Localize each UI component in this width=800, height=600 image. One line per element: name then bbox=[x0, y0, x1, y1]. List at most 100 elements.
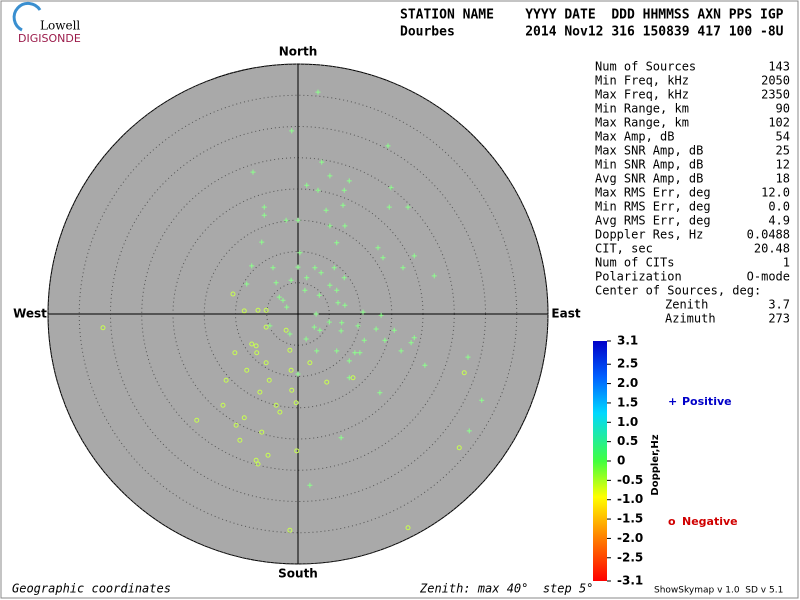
source-point bbox=[386, 204, 392, 210]
colorbar-tick-label: 2.5 bbox=[617, 357, 638, 371]
source-point bbox=[314, 348, 320, 354]
source-point bbox=[373, 326, 379, 332]
source-point bbox=[334, 287, 340, 293]
source-point bbox=[317, 327, 323, 333]
stat-value: 2350 bbox=[761, 88, 790, 102]
source-point bbox=[461, 370, 467, 376]
stat-value: 90 bbox=[776, 102, 790, 116]
source-point bbox=[297, 250, 303, 256]
source-point bbox=[261, 212, 267, 218]
east-label: East bbox=[551, 307, 580, 321]
stat-label: Max RMS Err, deg bbox=[595, 186, 711, 200]
source-point bbox=[411, 335, 417, 341]
source-point bbox=[295, 264, 301, 270]
source-point bbox=[319, 159, 325, 165]
colorbar-tick-label: -2.5 bbox=[617, 550, 643, 564]
source-point bbox=[255, 307, 261, 313]
header-values: Dourbes 2014 Nov12 316 150839 417 100 -8… bbox=[400, 25, 784, 40]
stat-value: 0.0 bbox=[768, 200, 790, 214]
source-point bbox=[352, 350, 358, 356]
stat-value: 102 bbox=[768, 116, 790, 130]
source-point bbox=[338, 328, 344, 334]
legend-label: Negative bbox=[682, 515, 738, 528]
source-point bbox=[327, 282, 333, 288]
source-point bbox=[479, 397, 485, 403]
source-point bbox=[312, 265, 318, 271]
source-point bbox=[315, 187, 321, 193]
stat-label: Azimuth bbox=[665, 312, 716, 326]
source-point bbox=[263, 307, 269, 313]
colorbar-tick-label: 2.0 bbox=[617, 376, 638, 390]
source-point bbox=[307, 360, 313, 366]
source-point bbox=[261, 204, 267, 210]
stat-value: 1 bbox=[783, 256, 790, 270]
stat-label: Max Range, km bbox=[595, 116, 689, 130]
source-point bbox=[273, 402, 279, 408]
stat-value: 3.7 bbox=[768, 298, 790, 312]
source-point bbox=[378, 312, 384, 318]
stat-value: 2050 bbox=[761, 74, 790, 88]
source-point bbox=[263, 360, 269, 366]
source-point bbox=[223, 377, 229, 383]
colorbar-tick-label: 1.0 bbox=[617, 415, 638, 429]
source-point bbox=[259, 429, 265, 435]
source-point bbox=[277, 409, 283, 415]
source-point bbox=[339, 320, 345, 326]
source-point bbox=[220, 402, 226, 408]
source-point bbox=[284, 304, 290, 310]
source-point bbox=[385, 143, 391, 149]
source-point bbox=[307, 482, 313, 488]
colorbar-tick-label: 1.5 bbox=[617, 395, 638, 409]
header-columns: STATION NAME YYYY DATE DDD HHMMSS AXN PP… bbox=[400, 8, 784, 23]
stat-label: Num of Sources bbox=[595, 60, 696, 74]
stat-value: O-mode bbox=[747, 270, 790, 284]
colorbar-tick-label: -1.5 bbox=[617, 512, 643, 526]
source-point bbox=[315, 89, 321, 95]
source-point bbox=[375, 245, 381, 251]
stat-label: Avg SNR Amp, dB bbox=[595, 172, 703, 186]
source-point bbox=[302, 287, 308, 293]
source-point bbox=[380, 255, 386, 261]
legend-marker: o bbox=[668, 515, 676, 528]
source-point bbox=[324, 379, 330, 385]
source-point bbox=[244, 281, 250, 287]
source-point bbox=[326, 319, 332, 325]
colorbar-tick-label: 0 bbox=[617, 454, 625, 468]
colorbar-tick-label: -1.0 bbox=[617, 492, 643, 506]
source-point bbox=[288, 367, 294, 373]
legend-marker: + bbox=[668, 395, 677, 408]
source-point bbox=[194, 417, 200, 423]
source-point bbox=[253, 343, 259, 349]
source-point bbox=[287, 347, 293, 353]
source-point bbox=[331, 265, 337, 271]
source-point bbox=[289, 128, 295, 134]
source-point bbox=[382, 337, 388, 343]
source-point bbox=[270, 265, 276, 271]
source-point bbox=[289, 387, 295, 393]
source-point bbox=[391, 327, 397, 333]
source-point bbox=[405, 525, 411, 531]
stat-value: 18 bbox=[776, 172, 790, 186]
source-point bbox=[377, 390, 383, 396]
stat-label: Max Freq, kHz bbox=[595, 88, 689, 102]
stat-label: Doppler Res, Hz bbox=[595, 228, 703, 242]
source-point bbox=[304, 275, 310, 281]
stat-label: Min RMS Err, deg bbox=[595, 200, 711, 214]
source-point bbox=[361, 337, 367, 343]
footer-zenith: Zenith: max 40° step 5° bbox=[419, 582, 593, 596]
source-point bbox=[259, 239, 265, 245]
stat-value: 12.0 bbox=[761, 186, 790, 200]
colorbar-label: Doppler,Hz bbox=[650, 434, 661, 495]
stat-value: 143 bbox=[768, 60, 790, 74]
source-point bbox=[456, 445, 462, 451]
stat-value: 25 bbox=[776, 144, 790, 158]
source-point bbox=[283, 327, 289, 333]
source-point bbox=[355, 323, 361, 329]
source-point bbox=[334, 240, 340, 246]
source-point bbox=[287, 331, 293, 337]
source-point bbox=[263, 324, 269, 330]
source-point bbox=[255, 461, 261, 467]
logo-top: Lowell bbox=[40, 19, 80, 33]
